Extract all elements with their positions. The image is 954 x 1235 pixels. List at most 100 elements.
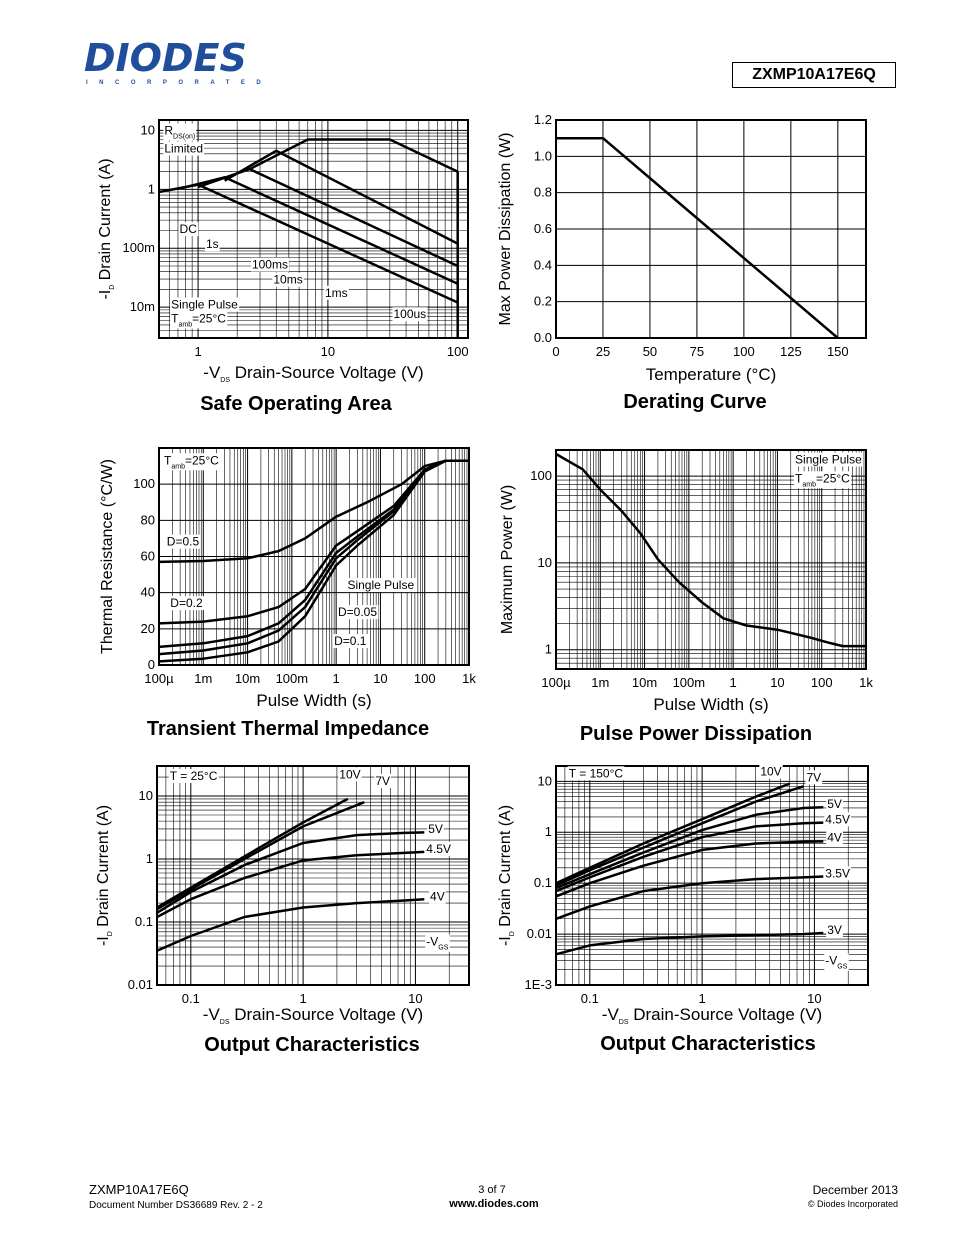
y-tick-label-soa-0: 10 [141,122,155,137]
y-tick-label-thermal-2: 40 [141,585,155,600]
y-tick-label-thermal-4: 80 [141,512,155,527]
annotation-out25-5: 4V [430,889,445,903]
x-tick-label-out150-0: 0.1 [581,991,599,1006]
x-axis-label-pulse: Pulse Width (s) [653,695,768,714]
x-tick-label-derating-2: 50 [643,344,657,359]
annotation-soa-5: 10ms [273,273,302,287]
y-tick-label-thermal-1: 20 [141,621,155,636]
x-tick-label-thermal-1: 1m [194,671,212,686]
x-tick-label-pulse-7: 1k [859,675,873,690]
y-tick-label-derating-4: 0.8 [534,185,552,200]
y-tick-label-out25-3: 0.01 [128,977,153,992]
diodes-logo: DIODES INCORPORATED [84,36,261,88]
series-line-out150-3 [556,821,824,893]
chart-thermal: Tamb=25°C D=0.5 D=0.2 Single Pulse D=0.05 D=0… [99,447,476,740]
x-tick-label-pulse-5: 10 [770,675,784,690]
annotation-soa-3: 1s [206,237,219,251]
y-tick-label-thermal-3: 60 [141,549,155,564]
grid-out25 [157,766,469,985]
chart-title-out25: Output Characteristics [204,1034,420,1056]
annotation-out150-3: 5V [827,797,842,811]
annotation-soa-6: 1ms [325,286,348,300]
plot-frame-soa [158,119,469,339]
annotation-soa-1: Limited [164,142,203,156]
y-tick-label-derating-3: 0.6 [534,221,552,236]
y-axis-label-soa: -ID Drain Current (A) [97,158,116,299]
annotation-out25-4: 4.5V [426,842,451,856]
chart-out25: T = 25°C 10V 7V 5V 4.5V 4V -VGS 0.1 1 10 10 1 0.1 0.0… [95,765,470,1056]
series-line-thermal-0 [159,459,469,564]
annotation-out150-8: -VGS [825,954,847,971]
y-tick-label-derating-6: 1.2 [534,112,552,127]
y-tick-label-pulse-2: 100 [530,468,552,483]
chart-derating: 0 25 50 75 100 125 150 0.0 0.2 0.4 0.6 0.8 1.0 1.2 Tem… [497,112,867,413]
footer-website[interactable]: www.diodes.com [449,1198,539,1210]
x-tick-label-soa-0: 1 [194,344,201,359]
annotation-out150-2: 7V [806,770,821,784]
annotation-out25-0: T = 25°C [170,769,218,783]
chart-title-soa: Safe Operating Area [200,393,392,415]
x-tick-label-derating-5: 125 [780,344,802,359]
annotation-soa-0: RDS(on) [164,124,195,141]
annotation-pulse-0: Single Pulse [795,452,862,466]
y-tick-label-out150-2: 0.1 [534,875,552,890]
x-tick-label-out25-2: 10 [408,991,422,1006]
x-tick-label-thermal-2: 10m [235,671,260,686]
footer-doc-number: Document Number DS36689 Rev. 2 - 2 [89,1200,263,1211]
footer-date: December 2013 [812,1183,898,1197]
series-line-out150-1 [556,785,804,887]
annotation-out150-4: 4.5V [825,812,850,826]
plot-frame-thermal [158,447,470,666]
y-tick-label-thermal-0: 0 [148,657,155,672]
annotation-out150-1: 10V [760,765,781,779]
chart-title-pulse: Pulse Power Dissipation [580,723,812,745]
x-tick-label-pulse-1: 1m [591,675,609,690]
annotation-soa-2: DC [180,222,198,236]
footer-copyright: © Diodes Incorporated [807,1199,898,1209]
series-line-thermal-4 [159,459,469,663]
x-tick-label-thermal-5: 10 [373,671,387,686]
annotation-soa-4: 100ms [252,258,288,272]
x-tick-label-pulse-3: 100m [673,675,706,690]
x-tick-label-derating-0: 0 [552,344,559,359]
x-tick-label-derating-3: 75 [690,344,704,359]
series-line-pulse-0 [556,452,866,648]
y-tick-label-out150-0: 10 [538,773,552,788]
y-tick-label-out150-4: 1E-3 [525,977,552,992]
annotation-soa-9: Tamb=25°C [171,311,226,328]
x-tick-label-out25-1: 1 [299,991,306,1006]
x-tick-label-soa-2: 100 [447,344,469,359]
chart-title-derating: Derating Curve [623,391,766,413]
plot-frame-out150 [555,765,869,986]
y-tick-label-soa-2: 100m [122,240,155,255]
y-tick-label-derating-1: 0.2 [534,294,552,309]
x-axis-label-out25: -VDS Drain-Source Voltage (V) [203,1005,423,1026]
part-number-box: ZXMP10A17E6Q [732,62,896,88]
series-line-soa-3 [223,149,459,245]
series-line-out25-0 [157,797,349,909]
series-line-soa-4 [249,138,459,173]
annotation-thermal-5: D=0.1 [334,634,367,648]
y-tick-label-pulse-1: 10 [538,555,552,570]
chart-title-thermal: Transient Thermal Impedance [147,718,429,740]
y-tick-label-out25-0: 10 [139,788,153,803]
x-tick-label-out150-2: 10 [807,991,821,1006]
series-line-out25-4 [157,897,425,952]
annotation-out25-1: 10V [339,767,360,781]
x-tick-label-thermal-0: 100µ [144,671,174,686]
x-axis-label-out150: -VDS Drain-Source Voltage (V) [602,1005,822,1026]
annotation-soa-7: 100us [393,307,426,321]
annotation-out150-0: T = 150°C [569,766,624,780]
series-line-out25-2 [157,831,425,914]
grid-pulse [556,450,866,669]
series-line-out150-6 [556,931,824,956]
annotation-thermal-3: Single Pulse [347,578,414,592]
annotation-thermal-0: Tamb=25°C [164,453,219,470]
series-line-out150-4 [556,840,824,898]
annotation-thermal-2: D=0.2 [170,596,203,610]
x-axis-label-soa: -VDS Drain-Source Voltage (V) [203,363,423,384]
x-tick-label-out25-0: 0.1 [182,991,200,1006]
